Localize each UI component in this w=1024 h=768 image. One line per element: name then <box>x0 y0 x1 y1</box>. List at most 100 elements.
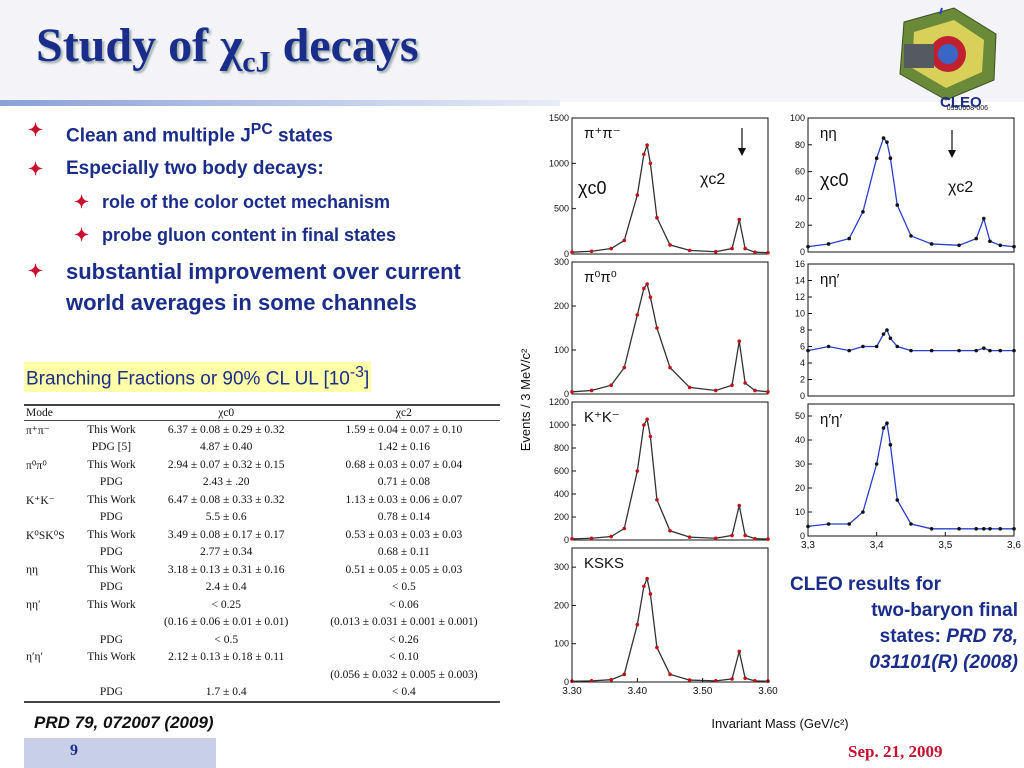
left-panel-frame <box>571 261 769 395</box>
left-data-point <box>635 469 640 473</box>
left-data-point <box>635 313 640 317</box>
chic2-cell: < 0.06 <box>389 598 419 611</box>
source-cell: PDG <box>99 546 123 559</box>
left-data-point <box>730 533 734 538</box>
left-peak-label-chic0: χc0 <box>578 178 606 198</box>
left-y-tick-label: 300 <box>554 562 569 572</box>
right-fit-line <box>807 328 1014 352</box>
right-data-point <box>981 346 986 350</box>
left-data-point <box>737 649 742 654</box>
source-cell: This Work <box>87 651 136 664</box>
left-data-point <box>645 143 649 147</box>
left-data-point <box>737 217 742 222</box>
left-x-tick-label: 3.40 <box>628 686 648 697</box>
table-row: PDG < 0.5 < 0.26 <box>24 631 500 649</box>
table-row: K⁰SK⁰S This Work 3.49 ± 0.08 ± 0.17 ± 0.17… <box>24 526 500 544</box>
table-row: PDG 5.5 ± 0.6 0.78 ± 0.14 <box>24 509 500 527</box>
right-data-point <box>909 522 913 526</box>
cleo-note-line3: states: PRD 78, <box>879 626 1018 647</box>
right-y-tick-label: 10 <box>795 507 805 517</box>
source-cell: PDG [5] <box>91 441 132 454</box>
left-panel-frame <box>571 117 769 255</box>
branching-table: Mode χc0 χc2 π⁺π⁻ This Work 6.37 ± 0.08 ± … <box>24 404 500 703</box>
right-x-tick-label: 3,4 <box>870 540 884 551</box>
left-data-point <box>642 152 646 157</box>
right-data-point <box>874 344 879 349</box>
mode-cell <box>24 509 78 527</box>
left-data-point <box>645 576 649 581</box>
right-data-point <box>909 348 913 353</box>
chic0-cell: 2.12 ± 0.13 ± 0.18 ± 0.11 <box>168 651 285 664</box>
col-mode: Mode <box>24 406 79 421</box>
source-cell: PDG <box>99 511 123 524</box>
mode-cell: π⁰π⁰ <box>26 459 47 472</box>
chic0-cell: 3.18 ± 0.13 ± 0.31 ± 0.16 <box>167 563 285 576</box>
left-data-point <box>642 584 646 589</box>
left-data-point <box>687 535 692 539</box>
right-data-point <box>881 136 886 140</box>
table-row: PDG 2.43 ± .20 0.71 ± 0.08 <box>24 474 500 492</box>
left-data-point <box>668 243 672 247</box>
left-data-point <box>570 390 574 394</box>
left-data-point <box>589 249 594 254</box>
table-row: PDG [5] 4.87 ± 0.40 1.42 ± 0.16 <box>24 439 500 457</box>
left-data-point <box>743 246 747 251</box>
right-data-point <box>1012 348 1016 353</box>
table-row: PDG 2.4 ± 0.4 < 0.5 <box>24 579 500 597</box>
left-x-tick-label: 3.50 <box>693 686 713 697</box>
right-data-point <box>888 156 893 160</box>
cleo-note-line1: CLEO results for <box>790 574 941 595</box>
right-panel-frame <box>807 117 1015 253</box>
left-channel-label: K⁺K⁻ <box>584 409 620 426</box>
right-channel-label: ηη <box>820 125 837 142</box>
table-row: PDG 2.77 ± 0.34 0.68 ± 0.11 <box>24 544 500 562</box>
left-y-tick-label: 300 <box>554 257 569 267</box>
left-data-point <box>753 536 757 541</box>
left-channel-label: KSKS <box>584 555 624 572</box>
chic2-cell: < 0.26 <box>389 633 419 646</box>
right-data-point <box>974 527 979 531</box>
left-channel-label: π⁺π⁻ <box>584 125 621 142</box>
table-row: η′η′ This Work 2.12 ± 0.13 ± 0.18 ± 0.11 < … <box>24 649 500 667</box>
chic2-cell: < 0.4 <box>391 686 416 699</box>
right-y-tick-label: 2 <box>800 375 805 385</box>
left-data-point <box>648 592 653 596</box>
right-x-tick-label: 3,3 <box>801 540 815 551</box>
chic0-cell: 2.43 ± .20 <box>202 476 250 489</box>
left-peak-label-chic2: χc2 <box>700 171 725 188</box>
left-data-point <box>730 677 734 681</box>
left-x-tick-label: 3.60 <box>758 686 778 697</box>
left-data-point <box>642 286 646 291</box>
left-data-point <box>645 417 649 422</box>
left-data-point <box>648 434 653 439</box>
right-data-point <box>885 140 889 144</box>
left-data-point <box>668 365 672 370</box>
right-data-point <box>826 344 831 349</box>
left-data-point <box>713 388 718 393</box>
subbullet-color-octet: ✦ role of the color octet mechanism <box>74 192 391 213</box>
left-data-point <box>730 246 734 251</box>
right-y-tick-label: 14 <box>795 276 805 286</box>
right-x-tick-label: 3,5 <box>938 540 952 551</box>
left-data-point <box>589 536 594 541</box>
table-row: PDG 1.7 ± 0.4 < 0.4 <box>24 684 500 702</box>
left-data-point <box>648 295 653 300</box>
right-data-point <box>988 527 992 531</box>
source-cell: This Work <box>87 458 136 471</box>
left-data-point <box>713 679 718 683</box>
right-data-point <box>957 527 961 531</box>
left-data-point <box>622 365 627 370</box>
right-channel-label: η′η′ <box>820 411 842 428</box>
source-cell <box>78 666 145 684</box>
cleo-note-line4: 031101(R) (2008) <box>869 652 1018 673</box>
right-data-point <box>981 527 986 531</box>
mode-cell: K⁺K⁻ <box>26 494 55 507</box>
chic0-cell: 4.87 ± 0.40 <box>200 441 253 454</box>
chic2-cell: 0.68 ± 0.03 ± 0.07 ± 0.04 <box>345 458 463 471</box>
mode-cell: ηη′ <box>26 598 41 611</box>
right-data-point <box>888 443 893 447</box>
mode-cell: η′η′ <box>26 651 44 664</box>
mode-cell <box>24 684 78 702</box>
source-cell: This Work <box>87 423 136 436</box>
right-data-point <box>874 462 879 466</box>
